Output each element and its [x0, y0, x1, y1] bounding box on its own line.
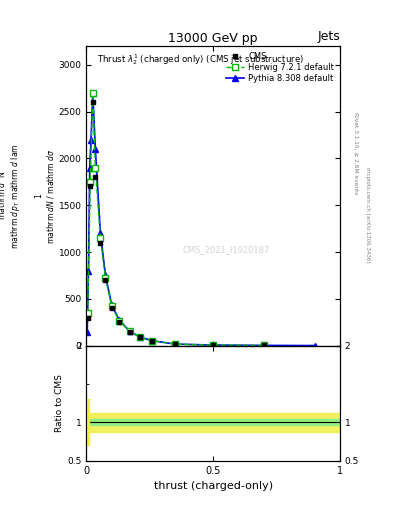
Pythia 8.308 default: [89, 137, 94, 143]
Pythia 8.308 default: [127, 328, 132, 334]
CMS: [85, 314, 90, 321]
Legend: CMS, Herwig 7.2.1 default, Pythia 8.308 default: CMS, Herwig 7.2.1 default, Pythia 8.308 …: [224, 50, 336, 85]
Pythia 8.308 default: [109, 302, 114, 308]
Text: mcplots.cern.ch [arXiv:1306.3436]: mcplots.cern.ch [arXiv:1306.3436]: [365, 167, 370, 263]
Pythia 8.308 default: [211, 342, 215, 348]
Line: Herwig 7.2.1 default: Herwig 7.2.1 default: [85, 90, 267, 348]
Herwig 7.2.1 default: [90, 90, 95, 96]
Line: Pythia 8.308 default: Pythia 8.308 default: [84, 90, 318, 348]
CMS: [211, 342, 215, 348]
CMS: [88, 183, 93, 189]
Herwig 7.2.1 default: [262, 343, 266, 349]
Pythia 8.308 default: [117, 317, 122, 324]
Herwig 7.2.1 default: [127, 328, 132, 334]
Title: 13000 GeV pp: 13000 GeV pp: [169, 32, 258, 45]
Text: Thrust $\lambda_{2}^{1}$ (charged only) (CMS jet substructure): Thrust $\lambda_{2}^{1}$ (charged only) …: [97, 52, 303, 67]
Herwig 7.2.1 default: [211, 342, 215, 348]
CMS: [127, 329, 132, 335]
Herwig 7.2.1 default: [103, 275, 108, 281]
X-axis label: thrust (charged-only): thrust (charged-only): [154, 481, 273, 491]
CMS: [90, 99, 95, 105]
Y-axis label: mathrm $d^2$N
mathrm $d\,p_T$ mathrm $d$ lam

1
mathrm $dN$ / mathrm $d\sigma$: mathrm $d^2$N mathrm $d\,p_T$ mathrm $d$…: [0, 143, 56, 249]
CMS: [137, 334, 142, 340]
Herwig 7.2.1 default: [150, 337, 155, 344]
Line: CMS: CMS: [85, 100, 266, 348]
Herwig 7.2.1 default: [173, 341, 178, 347]
Herwig 7.2.1 default: [93, 165, 98, 171]
Pythia 8.308 default: [87, 165, 92, 171]
Herwig 7.2.1 default: [117, 318, 122, 324]
CMS: [117, 319, 122, 325]
Text: Rivet 3.1.10, ≥ 2.6M events: Rivet 3.1.10, ≥ 2.6M events: [353, 113, 358, 195]
Pythia 8.308 default: [98, 230, 103, 237]
CMS: [150, 338, 155, 344]
CMS: [103, 277, 108, 283]
Herwig 7.2.1 default: [98, 235, 103, 241]
CMS: [173, 341, 178, 347]
Y-axis label: Ratio to CMS: Ratio to CMS: [55, 374, 64, 432]
Pythia 8.308 default: [103, 272, 108, 279]
Text: Jets: Jets: [317, 30, 340, 43]
Pythia 8.308 default: [262, 343, 266, 349]
Herwig 7.2.1 default: [88, 179, 93, 185]
Pythia 8.308 default: [86, 268, 91, 274]
Pythia 8.308 default: [312, 343, 317, 349]
Herwig 7.2.1 default: [85, 310, 90, 316]
Text: CMS_2021_I1920187: CMS_2021_I1920187: [182, 245, 270, 254]
Pythia 8.308 default: [137, 334, 142, 340]
CMS: [262, 343, 266, 349]
CMS: [109, 305, 114, 311]
Pythia 8.308 default: [93, 146, 98, 152]
Herwig 7.2.1 default: [109, 303, 114, 309]
CMS: [93, 174, 98, 180]
CMS: [98, 240, 103, 246]
Pythia 8.308 default: [173, 341, 178, 347]
Pythia 8.308 default: [150, 337, 155, 344]
Pythia 8.308 default: [90, 90, 95, 96]
Herwig 7.2.1 default: [137, 334, 142, 340]
Pythia 8.308 default: [85, 329, 90, 335]
